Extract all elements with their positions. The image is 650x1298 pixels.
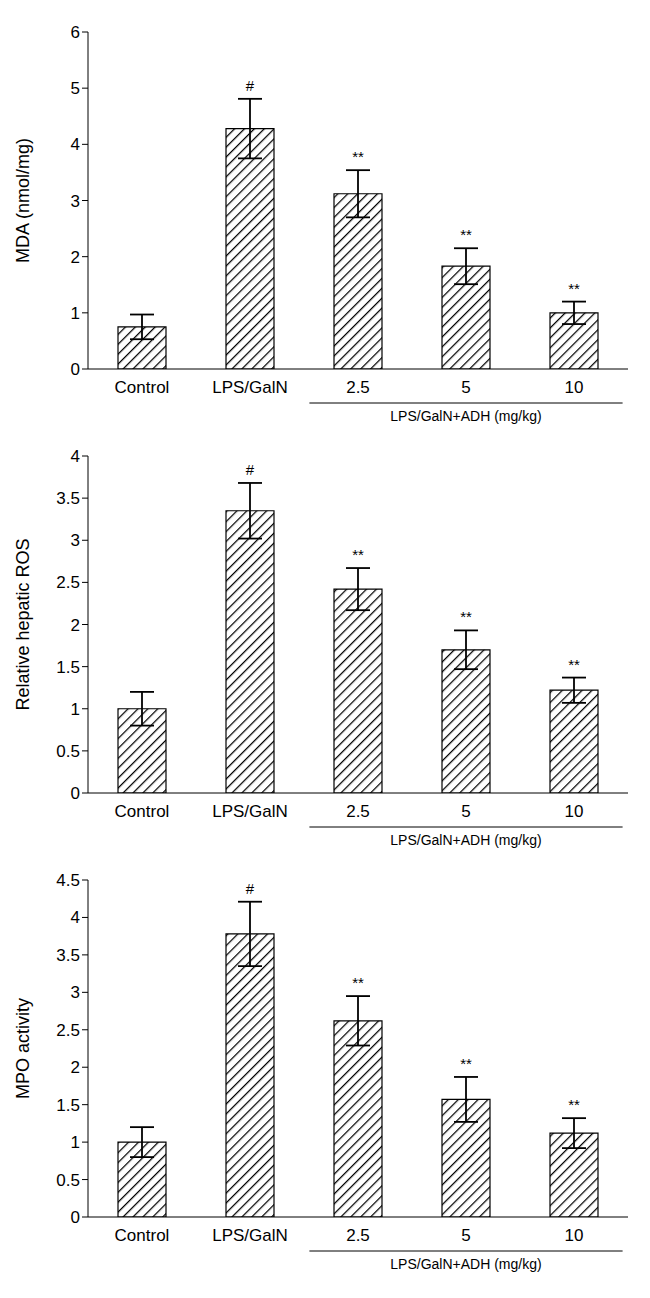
svg-text:0.5: 0.5 [56,1171,80,1190]
svg-text:10: 10 [565,378,584,397]
svg-text:4.5: 4.5 [56,871,80,890]
svg-text:3.5: 3.5 [56,489,80,508]
svg-text:**: ** [460,1055,472,1072]
svg-text:2: 2 [71,1058,80,1077]
svg-text:5: 5 [71,79,80,98]
svg-text:1.5: 1.5 [56,658,80,677]
svg-text:LPS/GalN: LPS/GalN [212,802,288,821]
svg-text:5: 5 [461,378,470,397]
svg-text:3: 3 [71,192,80,211]
svg-text:Relative hepatic ROS: Relative hepatic ROS [13,538,33,710]
svg-text:**: ** [568,280,580,297]
svg-text:2.5: 2.5 [346,802,370,821]
svg-text:4: 4 [71,447,80,466]
svg-text:5: 5 [461,1226,470,1245]
svg-text:6: 6 [71,23,80,42]
svg-text:2.5: 2.5 [56,573,80,592]
svg-text:LPS/GalN+ADH (mg/kg): LPS/GalN+ADH (mg/kg) [390,1256,541,1272]
svg-text:2.5: 2.5 [56,1021,80,1040]
svg-text:3: 3 [71,983,80,1002]
svg-text:0: 0 [71,360,80,379]
svg-text:Control: Control [115,802,170,821]
svg-text:LPS/GalN+ADH (mg/kg): LPS/GalN+ADH (mg/kg) [390,832,541,848]
svg-text:**: ** [460,608,472,625]
svg-text:2: 2 [71,616,80,635]
svg-text:4: 4 [71,908,80,927]
svg-text:1.5: 1.5 [56,1096,80,1115]
svg-text:#: # [246,461,255,478]
svg-text:1: 1 [71,304,80,323]
svg-text:2.5: 2.5 [346,1226,370,1245]
svg-text:Control: Control [115,1226,170,1245]
svg-text:0: 0 [71,1208,80,1227]
svg-text:1: 1 [71,1133,80,1152]
svg-text:3: 3 [71,531,80,550]
svg-text:LPS/GalN: LPS/GalN [212,1226,288,1245]
svg-text:**: ** [352,974,364,991]
svg-text:Control: Control [115,378,170,397]
svg-text:#: # [246,77,255,94]
svg-text:4: 4 [71,135,80,154]
svg-text:10: 10 [565,1226,584,1245]
svg-text:0.5: 0.5 [56,742,80,761]
svg-text:2.5: 2.5 [346,378,370,397]
svg-text:2: 2 [71,248,80,267]
svg-text:**: ** [460,226,472,243]
svg-text:LPS/GalN: LPS/GalN [212,378,288,397]
svg-text:10: 10 [565,802,584,821]
svg-text:3.5: 3.5 [56,946,80,965]
svg-text:**: ** [352,148,364,165]
svg-text:1: 1 [71,700,80,719]
svg-text:**: ** [568,1096,580,1113]
svg-text:LPS/GalN+ADH (mg/kg): LPS/GalN+ADH (mg/kg) [390,408,541,424]
svg-text:#: # [246,880,255,897]
svg-text:5: 5 [461,802,470,821]
svg-text:0: 0 [71,784,80,803]
svg-text:**: ** [568,656,580,673]
svg-text:MDA (nmol/mg): MDA (nmol/mg) [13,138,33,263]
svg-text:MPO activity: MPO activity [13,998,33,1099]
svg-text:**: ** [352,546,364,563]
